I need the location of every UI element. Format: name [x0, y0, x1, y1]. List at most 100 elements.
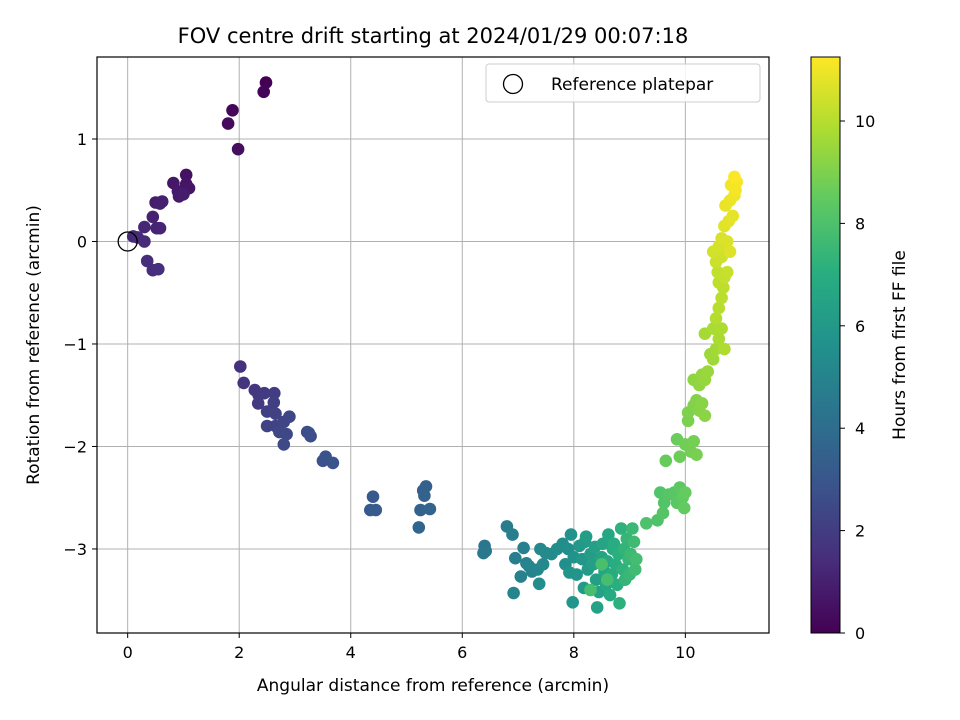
scatter-point-5 [179, 168, 193, 182]
scatter-point-32 [267, 396, 281, 409]
scatter-point-129 [656, 506, 670, 520]
scatter-point-82 [563, 566, 576, 579]
scatter-point-31 [268, 386, 281, 400]
scatter-point-68 [507, 586, 520, 600]
scatter-point-122 [584, 583, 597, 597]
scatter-point-182 [726, 209, 740, 223]
scatter-point-166 [715, 291, 728, 305]
scatter-point-63 [517, 541, 530, 555]
scatter-point-21 [138, 235, 151, 248]
scatter-point-22 [140, 254, 154, 268]
y-tick-label-2: −1 [63, 335, 87, 354]
scatter-point-83 [566, 596, 579, 609]
colorbar-tick-label-4: 8 [855, 214, 865, 233]
scatter-point-18 [138, 220, 151, 234]
x-axis-ticks: 0 2 4 6 8 10 [123, 633, 696, 662]
scatter-point-44 [302, 426, 316, 440]
scatter-point-124 [595, 558, 608, 571]
scatter-point-61 [506, 528, 519, 541]
scatter-point-157 [706, 353, 720, 366]
colorbar-tick-label-3: 6 [855, 317, 865, 336]
scatter-point-135 [677, 501, 691, 515]
scatter-point-50 [369, 503, 383, 517]
y-tick-label-4: 1 [77, 130, 87, 149]
scatter-point-125 [640, 517, 653, 530]
scatter-point-189 [728, 170, 741, 184]
colorbar-tick-label-5: 10 [855, 112, 875, 131]
scatter-point-64 [514, 570, 528, 583]
scatter-point-139 [673, 450, 687, 464]
scatter-point-90 [579, 530, 593, 543]
scatter-point-155 [701, 365, 714, 378]
scatter-point-79 [564, 528, 578, 541]
colorbar-tick-label-0: 0 [855, 624, 865, 643]
y-tick-label-1: −2 [63, 437, 87, 456]
scatter-point-1 [257, 85, 271, 99]
scatter-point-30 [258, 386, 271, 400]
scatter-point-47 [326, 456, 340, 470]
scatter-point-150 [698, 409, 712, 423]
colorbar-ticks: 0 2 4 6 8 10 [840, 112, 875, 643]
scatter-point-34 [269, 407, 282, 421]
scatter-point-102 [603, 588, 617, 602]
scatter-point-92 [589, 573, 603, 586]
scatter-point-109 [613, 597, 626, 610]
scatter-point-29 [251, 397, 265, 410]
y-tick-label-3: 0 [77, 232, 87, 251]
scatter-point-14 [155, 195, 169, 208]
colorbar [810, 56, 841, 634]
scatter-point-100 [602, 528, 615, 541]
scatter-point-4 [231, 142, 245, 156]
x-tick-label-2: 4 [346, 643, 356, 662]
scatter-point-74 [532, 577, 546, 591]
x-tick-label-5: 10 [675, 643, 695, 662]
y-tick-label-0: −3 [63, 540, 87, 559]
scatter-point-25 [234, 360, 247, 373]
legend-label: Reference platepar [551, 75, 713, 95]
grid-lines [97, 57, 769, 633]
scatter-point-165 [712, 301, 726, 315]
scatter-point-120 [628, 563, 642, 576]
scatter-point-62 [509, 551, 522, 565]
scatter-point-59 [477, 546, 490, 560]
scatter-point-143 [690, 448, 703, 462]
scatter-point-41 [277, 438, 291, 451]
scatter-point-171 [720, 265, 734, 279]
colorbar-tick-label-1: 2 [855, 522, 865, 541]
y-axis-label: Rotation from reference (arcmin) [24, 205, 44, 485]
scatter-point-97 [596, 537, 610, 551]
scatter-point-164 [709, 312, 723, 325]
data-points [126, 76, 743, 614]
scatter-point-52 [419, 480, 433, 493]
scatter-point-142 [687, 435, 700, 448]
legend: Reference platepar [485, 63, 761, 103]
scatter-point-24 [152, 262, 165, 276]
scatter-point-179 [723, 245, 737, 258]
scatter-point-161 [712, 332, 726, 346]
scatter-point-163 [718, 342, 731, 356]
scatter-point-110 [614, 522, 628, 535]
plot-frame [96, 56, 770, 634]
scatter-point-40 [280, 427, 293, 441]
scatter-point-3 [221, 117, 235, 130]
scatter-point-26 [237, 376, 250, 390]
scatter-point-149 [695, 397, 709, 410]
y-axis-ticks: −3 −2 −1 0 1 [63, 130, 97, 559]
scatter-point-105 [607, 537, 621, 551]
x-tick-label-1: 2 [234, 643, 244, 662]
scatter-point-54 [414, 503, 427, 517]
scatter-point-162 [715, 322, 728, 335]
scatter-point-55 [423, 502, 437, 516]
scatter-point-121 [630, 552, 643, 566]
scatter-point-117 [626, 522, 639, 535]
scatter-point-119 [627, 535, 641, 549]
scatter-point-56 [412, 521, 426, 534]
scatter-point-136 [679, 486, 692, 499]
legend-marker [502, 73, 524, 95]
x-tick-label-3: 6 [457, 643, 467, 662]
scatter-point-70 [536, 558, 550, 571]
x-tick-label-4: 8 [569, 643, 579, 662]
scatter-point-53 [418, 489, 431, 503]
